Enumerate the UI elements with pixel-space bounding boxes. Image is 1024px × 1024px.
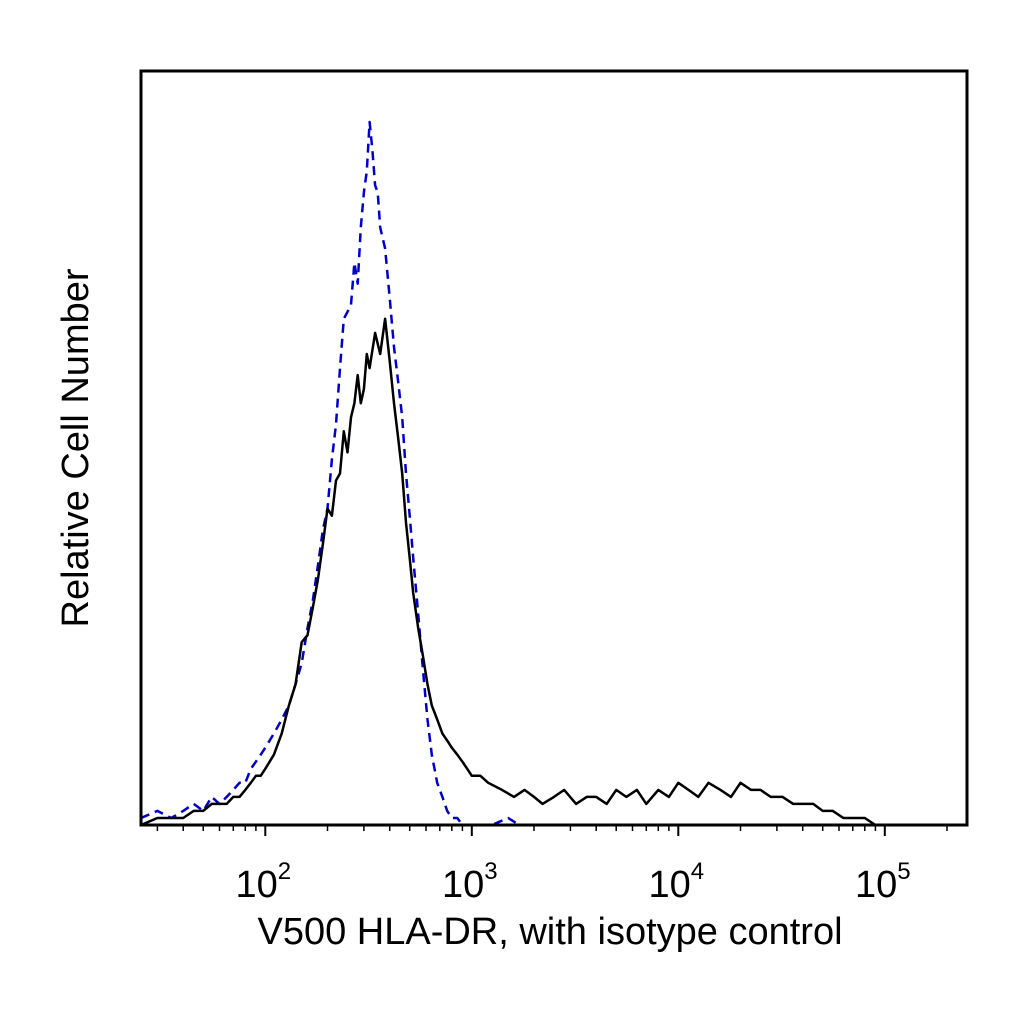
x-axis-ticks: 102 103 104 105	[156, 825, 948, 906]
series-layer	[140, 120, 877, 827]
x-tick-label-base: 10	[235, 864, 277, 906]
x-tick-label-exponent: 2	[278, 858, 291, 885]
x-tick-label: 102	[235, 858, 291, 906]
x-tick-label-base: 10	[855, 864, 897, 906]
x-tick-label-base: 10	[442, 864, 484, 906]
x-tick-label-base: 10	[648, 864, 690, 906]
plot-area-frame	[139, 69, 969, 827]
x-axis-title: V500 HLA-DR, with isotype control	[257, 911, 842, 953]
series-line-isotype-control	[140, 120, 521, 827]
x-tick-label-exponent: 5	[897, 858, 910, 885]
x-tick-label-exponent: 4	[691, 858, 704, 885]
x-tick-label-exponent: 3	[484, 858, 497, 885]
series-line-hla-dr	[140, 317, 877, 827]
y-axis-title: Relative Cell Number	[55, 268, 97, 627]
x-tick-label: 104	[648, 858, 704, 906]
x-tick-label: 105	[855, 858, 911, 906]
x-tick-label: 103	[442, 858, 498, 906]
